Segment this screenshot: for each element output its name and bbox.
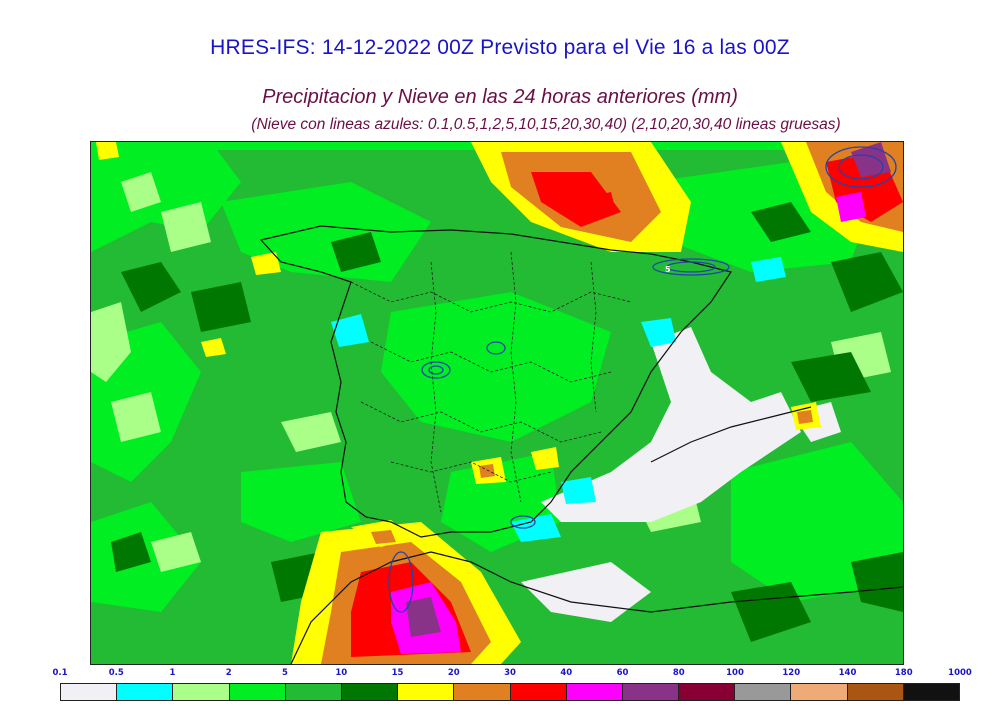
legend-swatch (566, 684, 623, 700)
color-legend (60, 683, 960, 701)
map-note: (Nieve con lineas azules: 0.1,0.5,1,2,5,… (251, 116, 841, 133)
legend-swatch (117, 684, 174, 700)
legend-label: 180 (894, 668, 913, 678)
gibraltar-heavy-area (291, 520, 521, 664)
map-subtitle: Precipitacion y Nieve en las 24 horas an… (262, 86, 738, 108)
legend-label: 5 (282, 668, 288, 678)
legend-label: 80 (672, 668, 685, 678)
legend-label: 0.5 (108, 668, 124, 678)
legend-swatch (510, 684, 567, 700)
biscay-heavy-area (471, 142, 691, 252)
legend-label: 120 (782, 668, 801, 678)
legend-label: 140 (838, 668, 857, 678)
legend-label: 2 (225, 668, 232, 678)
legend-swatch (454, 684, 511, 700)
coastlines (259, 225, 903, 664)
legend-swatch (229, 684, 286, 700)
legend-swatch (622, 684, 680, 700)
legend-swatch (341, 684, 399, 700)
precipitation-map: 5 (90, 141, 904, 665)
snow-contours (388, 146, 897, 613)
cyan-areas (331, 257, 786, 542)
map-title: HRES-IFS: 14-12-2022 00Z Previsto para e… (210, 36, 790, 59)
legend-label: 1000 (948, 668, 972, 678)
snow-contour-label: 5 (665, 265, 671, 274)
legend-label: 100 (726, 668, 744, 678)
legend-labels: 0.1 0.5 1 2 5 10 15 20 30 40 60 80 100 120 140 180 1000 (0, 668, 1000, 682)
legend-swatch (285, 684, 342, 700)
legend-swatch (679, 684, 736, 700)
map-canvas: 5 (91, 142, 903, 664)
legend-swatch (398, 684, 455, 700)
legend-label: 20 (447, 668, 460, 678)
legend-swatch (173, 684, 230, 700)
legend-swatch (847, 684, 904, 700)
legend-label: 40 (560, 668, 573, 678)
legend-swatch (61, 684, 118, 700)
legend-label: 15 (391, 668, 404, 678)
legend-swatch (735, 684, 792, 700)
legend-label: 1 (169, 668, 176, 678)
legend-label: 60 (616, 668, 629, 678)
legend-label: 0.1 (52, 668, 68, 678)
legend-label: 30 (504, 668, 516, 678)
legend-swatch (903, 684, 959, 700)
legend-swatch (791, 684, 848, 700)
regional-borders (350, 251, 632, 513)
legend-label: 10 (335, 668, 348, 678)
